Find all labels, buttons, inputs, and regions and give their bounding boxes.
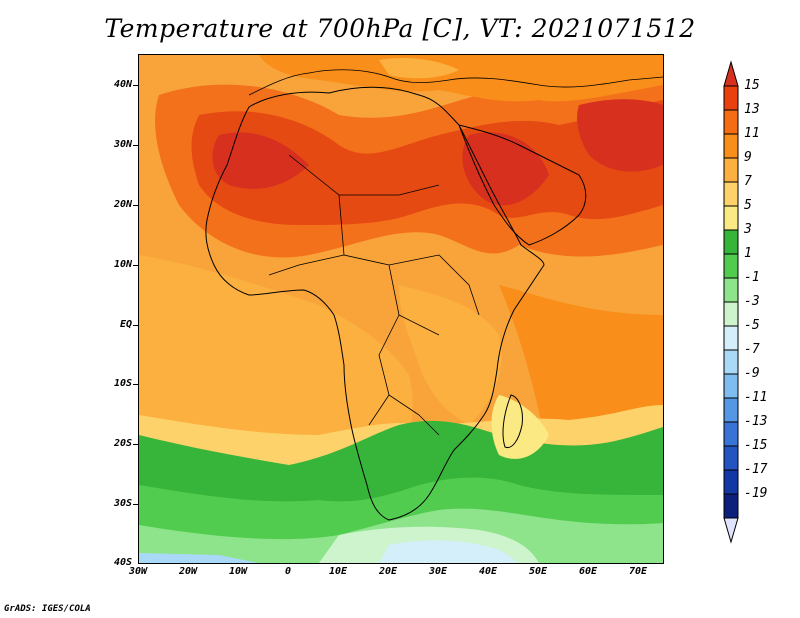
temperature-map <box>138 54 664 564</box>
colorbar-label: 3 <box>744 222 752 237</box>
lat-tick <box>133 504 138 505</box>
madagascar-outline <box>502 394 523 449</box>
colorbar-label: 13 <box>744 102 760 117</box>
colorbar-swatch <box>723 229 739 255</box>
lat-tick <box>133 145 138 146</box>
colorbar-label: 5 <box>744 198 752 213</box>
lon-label-30w: 30W <box>128 566 148 577</box>
colorbar-label: 9 <box>744 150 752 165</box>
colorbar-label: 7 <box>744 174 752 189</box>
colorbar-swatch <box>723 493 739 519</box>
lat-label-20n: 20N <box>113 199 132 210</box>
africa-outline <box>205 86 545 521</box>
lat-tick <box>133 444 138 445</box>
colorbar-label: -7 <box>744 342 760 357</box>
lat-label-40s: 40S <box>113 557 132 568</box>
lon-label-10w: 10W <box>228 566 248 577</box>
field-core-iran <box>577 99 663 172</box>
lat-label-40n: 40N <box>113 79 132 90</box>
colorbar-swatch <box>723 325 739 351</box>
country-borders <box>268 154 480 436</box>
lon-label-40e: 40E <box>478 566 498 577</box>
colorbar-swatch <box>723 85 739 111</box>
lat-label-30s: 30S <box>113 498 132 509</box>
lat-label-30n: 30N <box>113 139 132 150</box>
colorbar-swatch <box>723 349 739 375</box>
lat-label-10s: 10S <box>113 378 132 389</box>
colorbar-swatch <box>723 421 739 447</box>
lat-tick <box>133 325 138 326</box>
colorbar-label: 15 <box>744 78 760 93</box>
lat-tick <box>133 205 138 206</box>
colorbar-label: -15 <box>744 438 768 453</box>
field-15-hot <box>191 100 663 225</box>
colorbar-top-triangle <box>723 60 739 87</box>
colorbar-swatch <box>723 301 739 327</box>
colorbar-label: -3 <box>744 294 760 309</box>
map-svg <box>139 55 663 563</box>
colorbar-swatch <box>723 205 739 231</box>
field-neg9-blue <box>139 553 259 563</box>
lon-label-60e: 60E <box>578 566 598 577</box>
colorbar-bottom-triangle <box>723 517 739 544</box>
lon-label-20e: 20E <box>378 566 398 577</box>
field-med-light <box>379 58 459 79</box>
lat-tick <box>133 85 138 86</box>
lat-label-20s: 20S <box>113 438 132 449</box>
footer-credit: GrADS: IGES/COLA <box>4 604 91 614</box>
field-core-arabia <box>462 132 549 206</box>
lon-label-10e: 10E <box>328 566 348 577</box>
colorbar-swatch <box>723 109 739 135</box>
chart-title: Temperature at 700hPa [C], VT: 202107151… <box>104 14 696 43</box>
lat-tick <box>133 265 138 266</box>
colorbar-label: -5 <box>744 318 760 333</box>
colorbar-swatch <box>723 181 739 207</box>
colorbar-swatch <box>723 253 739 279</box>
europe-coast <box>248 69 663 96</box>
lon-label-30e: 30E <box>428 566 448 577</box>
field-core-west <box>212 132 309 189</box>
lat-label-eq: EQ <box>119 319 132 330</box>
colorbar-label: -9 <box>744 366 760 381</box>
field-7-central <box>399 285 502 425</box>
colorbar-label: 11 <box>744 126 760 141</box>
colorbar-swatch <box>723 397 739 423</box>
colorbar-swatch <box>723 157 739 183</box>
lon-label-20w: 20W <box>178 566 198 577</box>
colorbar-label: -1 <box>744 270 760 285</box>
colorbar-label: 1 <box>744 246 752 261</box>
colorbar-swatch <box>723 133 739 159</box>
lon-label-50e: 50E <box>528 566 548 577</box>
lat-label-10n: 10N <box>113 259 132 270</box>
colorbar-label: -13 <box>744 414 768 429</box>
lon-label-0: 0 <box>284 566 292 577</box>
colorbar-label: -17 <box>744 462 768 477</box>
lon-label-70e: 70E <box>628 566 648 577</box>
colorbar-swatch <box>723 445 739 471</box>
colorbar-label: -19 <box>744 486 768 501</box>
lat-tick <box>133 384 138 385</box>
colorbar-swatch <box>723 373 739 399</box>
colorbar-label: -11 <box>744 390 768 405</box>
colorbar-swatch <box>723 469 739 495</box>
field-neg7-blue <box>379 540 517 563</box>
arabia-outline <box>458 124 587 246</box>
colorbar-swatch <box>723 277 739 303</box>
